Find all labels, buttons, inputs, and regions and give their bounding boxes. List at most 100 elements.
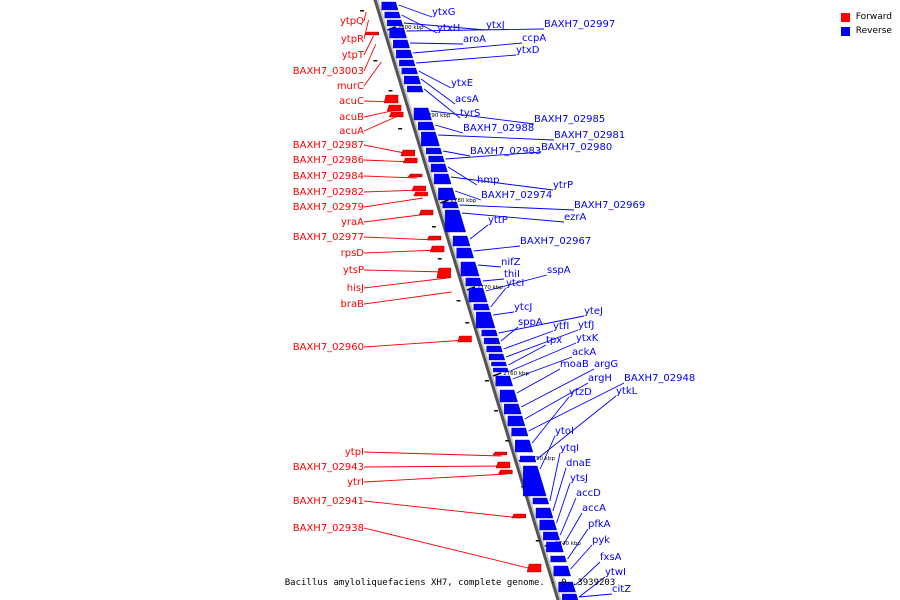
forward-label-line xyxy=(363,339,467,348)
reverse-gene-label: fxsA xyxy=(600,552,622,563)
reverse-gene-block xyxy=(444,209,466,233)
reverse-gene-block xyxy=(393,39,410,49)
forward-gene-label: rpsD xyxy=(341,248,365,259)
reverse-gene-block xyxy=(386,19,404,27)
forward-label-line xyxy=(363,527,537,571)
gene-marker xyxy=(484,380,489,382)
reverse-label-line xyxy=(512,356,573,380)
reverse-label-line xyxy=(556,482,571,524)
forward-gene-block xyxy=(411,185,426,192)
reverse-gene-label: ytcJ xyxy=(514,302,532,313)
reverse-gene-label: BAXH7_02969 xyxy=(574,200,645,211)
legend-forward-label: Forward xyxy=(855,12,892,22)
forward-gene-label: acuA xyxy=(339,126,364,137)
tick-label: 2760 kbp xyxy=(503,371,529,377)
forward-gene-label: BAXH7_02979 xyxy=(293,202,364,213)
forward-gene-label: acuC xyxy=(339,96,364,107)
forward-gene-label: BAXH7_02987 xyxy=(293,140,364,151)
forward-gene-block xyxy=(402,157,418,164)
forward-gene-block xyxy=(511,513,527,519)
reverse-label-line xyxy=(531,396,570,444)
reverse-gene-block xyxy=(532,497,550,505)
forward-swatch xyxy=(840,12,850,22)
reverse-gene-block xyxy=(473,303,490,311)
gene-marker xyxy=(431,226,436,228)
reverse-gene-label: BAXH7_02974 xyxy=(481,190,552,201)
reverse-gene-label: sppA xyxy=(518,317,543,328)
forward-gene-label: ytpI xyxy=(345,447,364,458)
legend-reverse: Reverse xyxy=(840,24,892,38)
forward-gene-block xyxy=(400,149,415,157)
reverse-label-line xyxy=(549,452,561,502)
forward-label-line xyxy=(363,43,377,72)
reverse-gene-block xyxy=(562,593,579,600)
gene-labels: ytpQ ytpR ytpT BAXH7_03003 murC acuC acuB acuA B… xyxy=(293,7,696,595)
reverse-gene-block xyxy=(495,375,513,387)
reverse-label-line xyxy=(445,151,542,160)
reverse-gene-block xyxy=(413,107,432,121)
tick-label: 2750 kbp xyxy=(529,456,555,462)
reverse-label-line xyxy=(516,368,561,394)
reverse-gene-block xyxy=(399,59,416,67)
forward-gene-label: ytpT xyxy=(342,50,365,61)
reverse-gene-block xyxy=(407,85,424,93)
forward-gene-label: braB xyxy=(341,299,365,310)
reverse-label-line xyxy=(567,528,589,560)
reverse-label-line xyxy=(552,467,567,512)
reverse-gene-block xyxy=(418,121,435,131)
forward-gene-label: yraA xyxy=(341,217,364,228)
reverse-label-line xyxy=(420,78,456,105)
reverse-gene-label: ytxH xyxy=(437,23,460,34)
reverse-label-line xyxy=(455,190,482,201)
reverse-label-line xyxy=(443,150,471,157)
reverse-gene-label: BAXH7_02997 xyxy=(544,19,615,30)
reverse-gene-label: ytwI xyxy=(605,567,626,578)
reverse-gene-label: BAXH7_02988 xyxy=(463,123,534,134)
reverse-label-line xyxy=(461,212,565,223)
forward-gene-block xyxy=(492,451,508,456)
reverse-label-line xyxy=(413,42,523,54)
reverse-swatch xyxy=(840,26,850,36)
reverse-gene-label: ytsJ xyxy=(570,473,588,484)
forward-label-line xyxy=(363,249,439,254)
reverse-gene-block xyxy=(442,201,459,209)
reverse-label-line xyxy=(447,166,478,186)
reverse-label-line xyxy=(524,382,589,420)
reverse-gene-block xyxy=(468,287,488,303)
forward-label-line xyxy=(363,11,367,22)
gene-marker xyxy=(388,90,393,92)
tick-mark xyxy=(492,372,502,377)
reverse-gene-label: tpx xyxy=(546,335,562,346)
gene-marker xyxy=(398,128,403,130)
reverse-gene-label: dnaE xyxy=(566,458,591,469)
reverse-gene-label: ytxE xyxy=(451,78,473,89)
reverse-gene-block xyxy=(421,131,440,147)
reverse-label-line xyxy=(404,22,487,31)
reverse-label-line xyxy=(539,435,556,470)
reverse-label-line xyxy=(406,28,545,32)
reverse-label-line xyxy=(508,344,547,366)
reverse-gene-block xyxy=(430,163,448,173)
forward-gene-label: BAXH7_02960 xyxy=(293,342,364,353)
reverse-gene-block xyxy=(425,147,443,155)
reverse-gene-label: ezrA xyxy=(564,212,587,223)
reverse-label-line xyxy=(490,287,507,308)
forward-gene-block xyxy=(386,104,402,112)
reverse-gene-block xyxy=(465,277,483,287)
reverse-label-line xyxy=(469,224,489,240)
reverse-label-line xyxy=(503,330,554,350)
forward-label-line xyxy=(363,175,417,179)
forward-gene-block xyxy=(495,461,511,469)
reverse-gene-block xyxy=(486,345,503,353)
forward-label-line xyxy=(363,35,374,56)
forward-gene-block xyxy=(418,209,434,216)
forward-label-line xyxy=(363,189,421,193)
reverse-gene-label: ackA xyxy=(572,347,596,358)
reverse-gene-label: ytcI xyxy=(506,278,524,289)
reverse-gene-block xyxy=(389,27,407,39)
forward-label-line xyxy=(363,500,521,519)
tick-label: 2740 kbp xyxy=(555,541,581,547)
reverse-gene-block xyxy=(488,353,506,361)
gene-marker xyxy=(505,440,510,442)
tick-label: 2770 kbp xyxy=(477,285,503,291)
